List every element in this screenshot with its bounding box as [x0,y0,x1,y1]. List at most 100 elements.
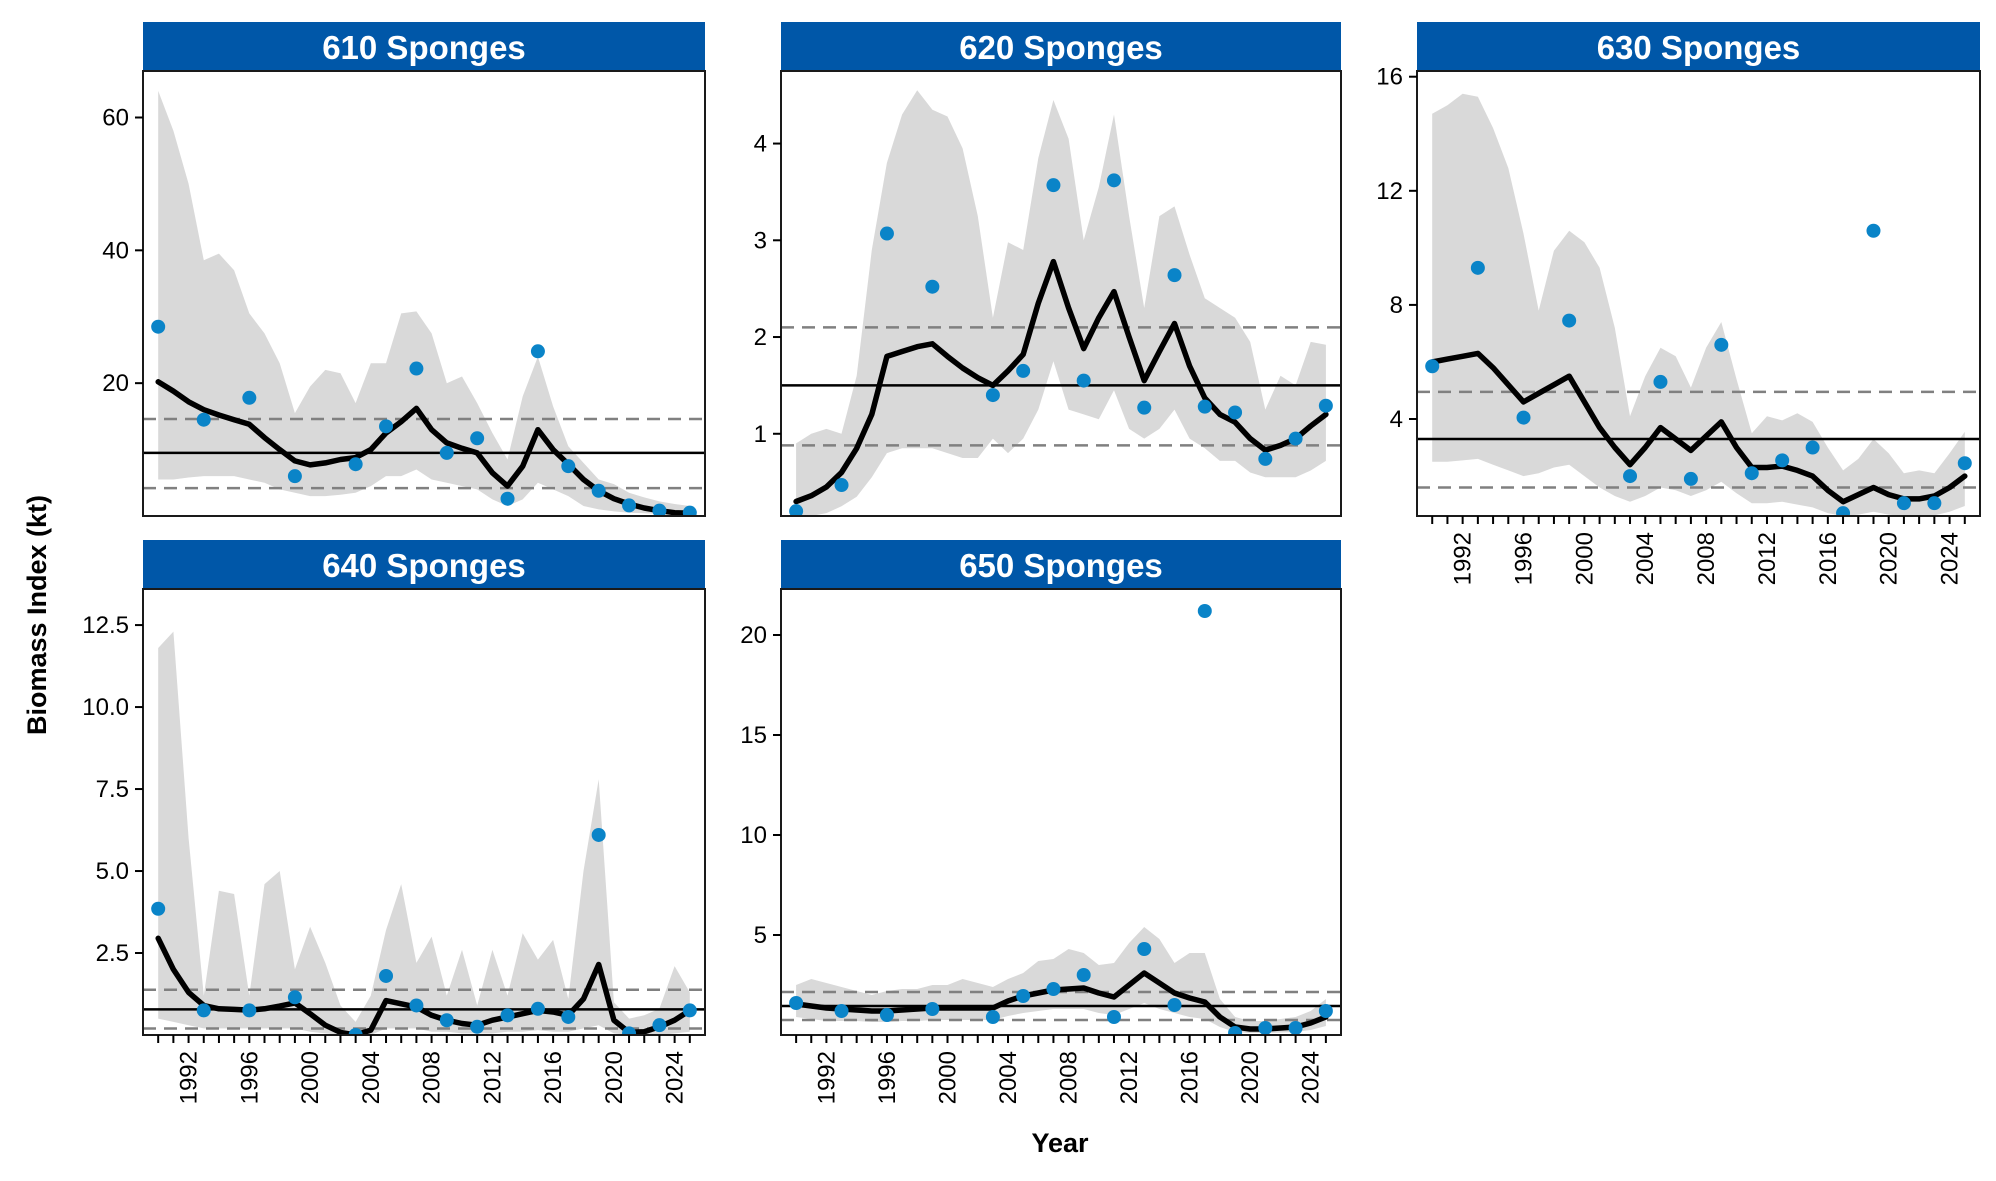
panel-610-point-1993 [196,412,211,427]
panel-630-xtick-label-2008: 2008 [1693,532,1720,585]
panel-650-ytick-label-10: 10 [740,822,767,849]
panel-610-confidence-band [158,90,690,516]
panel-650-point-2025 [1318,1004,1333,1018]
panel-610-border [142,70,706,517]
panel-640-point-1990 [151,901,166,916]
panel-650-xtick-label-2008: 2008 [1056,1051,1083,1104]
panel-630-xtick-label-1992: 1992 [1450,532,1477,585]
panel-620-ytick-label-1: 1 [754,421,767,448]
panel-630-point-2019 [1866,223,1881,238]
panel-630-ytick-label-16: 16 [1376,64,1403,91]
panel-630-xtick-label-2020: 2020 [1876,532,1903,585]
panel-620-point-2023 [1288,431,1303,446]
panel-610-point-2023 [652,503,667,516]
panel-640-xtick-label-1992: 1992 [176,1051,203,1104]
panel-620: 620 Sponges 1 2 3 4 [754,22,1342,517]
panel-650-ytick-label-15: 15 [740,722,767,749]
panel-620-ytick-label-2: 2 [754,324,767,351]
panel-650-point-2023 [1288,1021,1303,1035]
panel-650-point-1993 [834,1004,849,1018]
panel-610-point-1996 [242,390,257,405]
panel-610-point-2011 [470,431,485,446]
panel-610-point-2005 [379,419,394,434]
panel-650-confidence-band [796,927,1326,1033]
panel-650-point-2007 [1046,982,1061,996]
panel-650-point-2021 [1258,1021,1273,1035]
panel-640-point-2015 [530,1001,545,1016]
panel-610-ytick-label-40: 40 [102,237,129,264]
panel-640-point-1996 [242,1003,257,1018]
panel-610-point-2007 [409,361,424,376]
panel-630-title: 630 Sponges [1597,29,1801,66]
panel-650-xtick-label-1992: 1992 [813,1051,840,1104]
panel-620-point-2021 [1258,451,1273,466]
panel-610-title: 610 Sponges [322,29,526,66]
panel-620-plot-area [781,90,1341,516]
panel-630-point-2017 [1836,506,1851,516]
panel-650-point-2015 [1167,998,1182,1012]
panel-650-border [780,588,1342,1036]
panel-640-point-2005 [379,968,394,983]
panel-610-point-2019 [591,483,606,498]
panel-640-xtick-label-2020: 2020 [601,1051,628,1104]
panel-620-border [780,70,1342,517]
panel-650-point-1990 [789,996,804,1010]
panel-650-xtick-label-2004: 2004 [995,1051,1022,1104]
panel-650-xtick-label-2000: 2000 [934,1051,961,1104]
panel-620-point-2003 [985,388,1000,403]
panel-620-point-1990 [789,504,804,516]
panel-640-ytick-label-5: 5.0 [96,858,129,885]
panel-630-point-2023 [1927,496,1942,511]
panel-630-xtick-label-2000: 2000 [1571,532,1598,585]
panel-640-xtick-label-2004: 2004 [358,1051,385,1104]
panel-610-point-2009 [439,445,454,460]
panel-640-xtick-label-2016: 2016 [540,1051,567,1104]
panel-640-point-2023 [652,1018,667,1033]
panel-640-point-2011 [470,1019,485,1034]
panel-650-point-2009 [1076,968,1091,982]
panel-630-point-2025 [1957,456,1972,471]
panel-610-point-2021 [622,498,637,513]
panel-630-point-2009 [1714,337,1729,352]
panel-630-point-2007 [1683,471,1698,486]
panel-650-point-2017 [1197,604,1212,618]
panel-650-point-1996 [879,1008,894,1022]
panel-640-plot-area [143,631,705,1035]
panel-620-point-2011 [1106,173,1121,188]
panel-640-xtick-label-2012: 2012 [479,1051,506,1104]
panel-640-point-2013 [500,1008,515,1023]
panel-620-strip [781,22,1341,71]
panel-610-point-2017 [561,459,576,474]
panel-640-strip [143,540,705,589]
panel-650-xtick-label-2012: 2012 [1116,1051,1143,1104]
panel-620-point-2017 [1197,399,1212,414]
panel-650-point-2013 [1137,942,1152,956]
panel-630-xtick-label-2012: 2012 [1754,532,1781,585]
panel-620-point-2007 [1046,178,1061,193]
panel-610-point-1999 [287,469,302,484]
panel-630-confidence-band [1432,93,1965,516]
panel-630-ytick-label-12: 12 [1376,178,1403,205]
panel-620-ytick-label-4: 4 [754,131,767,158]
panel-630-ytick-label-4: 4 [1390,406,1403,433]
panel-620-ytick-label-3: 3 [754,227,767,254]
panel-610: 610 Sponges 20 40 60 [102,22,706,517]
panel-620-point-1999 [925,279,940,294]
panel-610-plot-area [143,90,705,516]
panel-630-point-2013 [1775,453,1790,468]
panel-620-confidence-band [796,90,1326,516]
panel-640-point-1993 [196,1003,211,1018]
panel-650-xtick-label-2020: 2020 [1237,1051,1264,1104]
panel-640-ytick-label-7.5: 7.5 [96,776,129,803]
panel-630-point-1999 [1562,313,1577,328]
panel-640-xtick-label-1996: 1996 [236,1051,263,1104]
panel-630-plot-area [1417,93,1980,516]
panel-630-xtick-label-1996: 1996 [1511,532,1538,585]
panel-630-ytick-label-8: 8 [1390,292,1403,319]
panel-650-point-1999 [925,1002,940,1016]
panel-620-fit-line [793,258,1329,505]
panel-630-point-2021 [1896,496,1911,511]
panel-630-xtick-label-2024: 2024 [1937,532,1964,585]
panel-620-point-1996 [879,226,894,241]
